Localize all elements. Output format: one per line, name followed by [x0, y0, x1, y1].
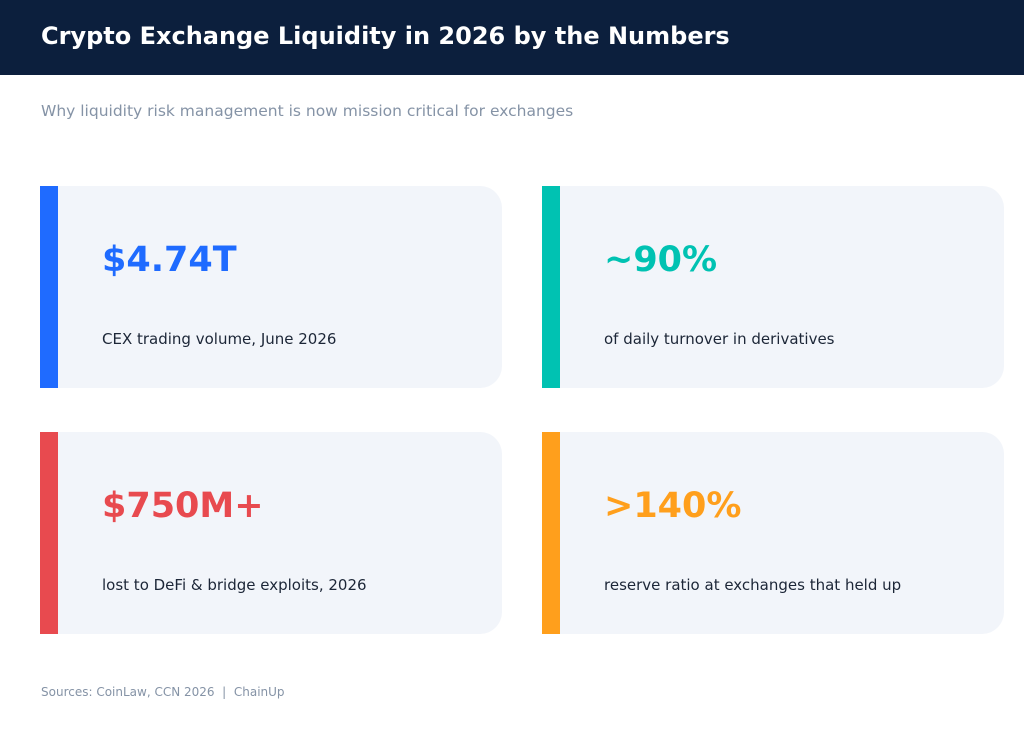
stat-value: $750M+ — [102, 486, 264, 526]
card-accent-bar — [542, 186, 560, 388]
stat-value: $4.74T — [102, 240, 237, 280]
stat-label: reserve ratio at exchanges that held up — [604, 576, 902, 594]
stat-value: ~90% — [604, 240, 718, 280]
header-bar: Crypto Exchange Liquidity in 2026 by the… — [0, 0, 1024, 75]
stat-card-reserve-ratio: >140% reserve ratio at exchanges that he… — [542, 432, 1004, 634]
card-accent-bar — [40, 186, 58, 388]
stat-label: lost to DeFi & bridge exploits, 2026 — [102, 576, 367, 594]
stat-label: CEX trading volume, June 2026 — [102, 330, 337, 348]
stat-card-cex-volume: $4.74T CEX trading volume, June 2026 — [40, 186, 502, 388]
stat-value: >140% — [604, 486, 742, 526]
stat-card-derivatives: ~90% of daily turnover in derivatives — [542, 186, 1004, 388]
card-accent-bar — [542, 432, 560, 634]
card-accent-bar — [40, 432, 58, 634]
sources-footer: Sources: CoinLaw, CCN 2026 | ChainUp — [41, 685, 285, 699]
page-title: Crypto Exchange Liquidity in 2026 by the… — [41, 22, 730, 50]
stat-card-exploits: $750M+ lost to DeFi & bridge exploits, 2… — [40, 432, 502, 634]
stat-label: of daily turnover in derivatives — [604, 330, 835, 348]
page-subtitle: Why liquidity risk management is now mis… — [41, 102, 574, 120]
